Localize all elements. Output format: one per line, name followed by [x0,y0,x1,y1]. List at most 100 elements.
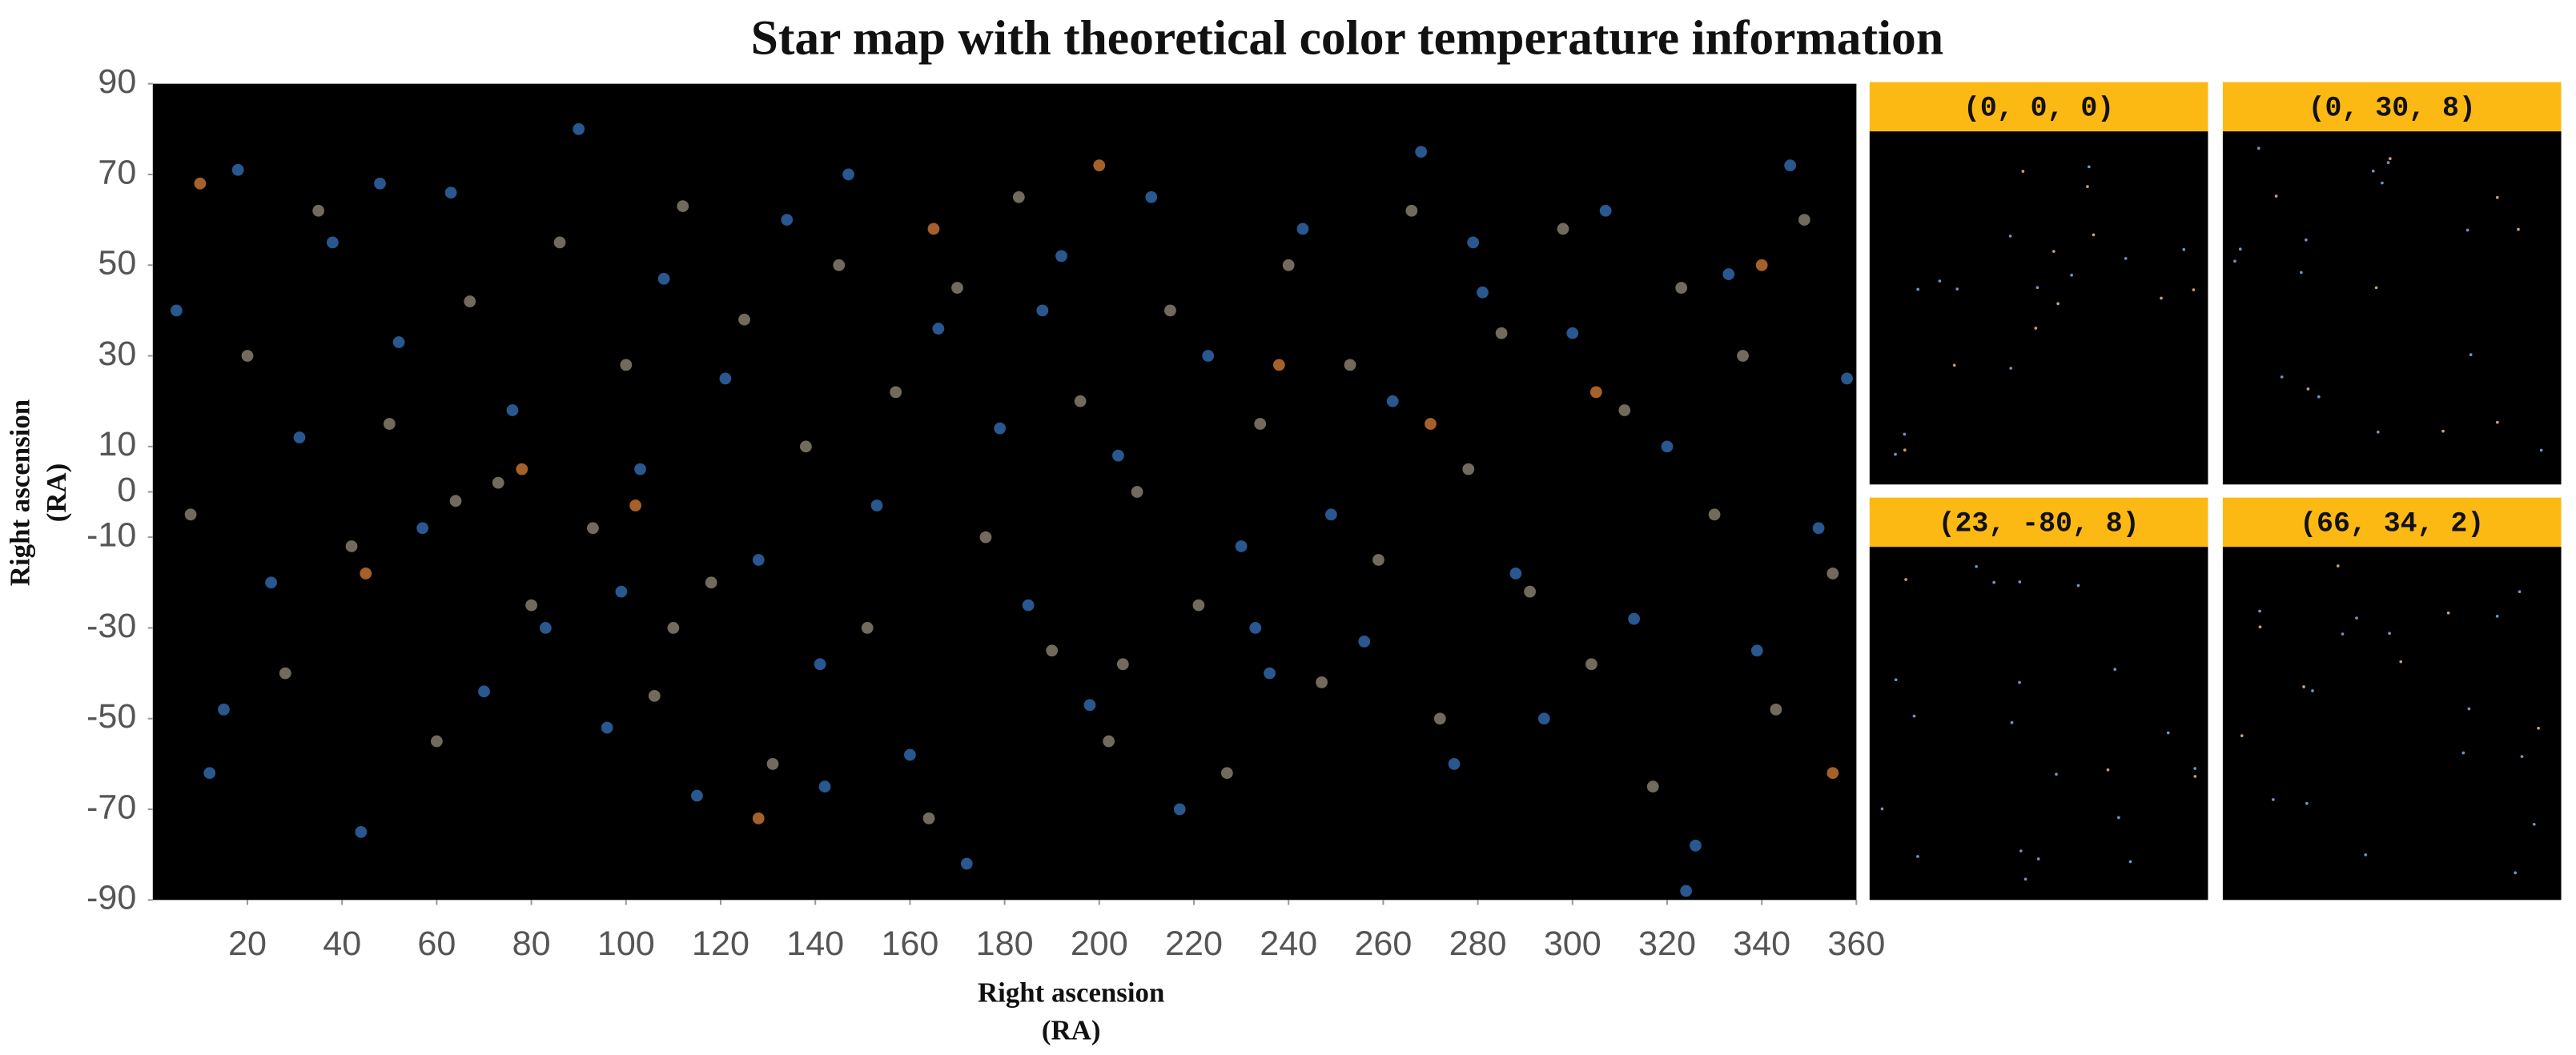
star-point [241,350,254,362]
star-point [766,757,779,770]
y-tick-label: -10 [86,516,136,555]
panel-star [2386,161,2390,164]
star-point [1282,259,1295,271]
star-point [218,704,230,716]
star-point [1566,327,1579,339]
x-tick-label: 260 [1354,925,1412,963]
star-point [1646,780,1659,793]
panel-star [2355,616,2358,620]
x-tick-label: 100 [597,925,655,963]
x-axis-label: Right ascension [978,977,1164,1008]
star-point [1599,204,1612,217]
star-point [383,418,396,430]
panel-star [2128,860,2132,864]
panel-star [2272,798,2275,801]
star-point [1557,223,1569,235]
star-point [1477,286,1489,299]
star-point [1046,644,1059,657]
star-point [1112,449,1124,462]
star-point [1083,699,1096,712]
panel-star [2117,816,2120,820]
star-point [279,667,291,680]
star-point [553,236,566,249]
y-tick-label: 30 [98,335,136,373]
panel-star [2441,429,2445,433]
panel-header [1869,497,2208,548]
panel-star [2532,822,2536,826]
y-tick-label: -70 [86,788,136,826]
y-tick-label: 70 [98,153,136,191]
x-tick-label: 220 [1165,925,1223,963]
panel-star [2465,228,2470,232]
star-point [265,576,277,589]
star-point [1103,735,1115,748]
star-point [691,789,703,802]
star-point [203,767,216,780]
x-tick-label: 80 [512,925,551,963]
star-point [1722,268,1735,280]
star-point [539,622,552,634]
star-point [1462,463,1475,475]
star-point [781,214,794,226]
panel-star [2469,353,2473,356]
star-point [1737,350,1749,362]
panel-star [2240,734,2244,737]
panel-star [1916,855,1919,858]
star-point [573,122,585,135]
star-point [1173,803,1186,816]
star-point [1055,250,1067,263]
star-point [1131,486,1143,498]
star-point [752,554,765,566]
star-point [184,508,197,521]
y-tick-label: -30 [86,607,136,645]
panel-star [2302,685,2305,688]
star-point [170,304,183,317]
star-point [719,372,732,385]
star-point [1661,440,1674,453]
panel-star [2364,853,2368,856]
star-point [1074,395,1087,407]
panel-star [1912,714,1916,718]
panel-star [2055,772,2058,776]
star-point [1433,712,1446,725]
panel-star [2160,296,2163,300]
star-point [194,177,207,190]
y-axis-label-group: Right ascension (RA) [5,399,72,586]
star-point [979,531,992,544]
panel-star [2306,387,2310,391]
panel-star [1952,363,1956,367]
panel-star [2399,660,2403,664]
panel-star [1992,580,1995,584]
star-point [648,690,661,702]
star-point [960,857,973,870]
star-point [634,463,646,475]
star-point [1589,386,1602,399]
panel-star [2166,731,2170,735]
star-point [1145,191,1158,203]
panel-star [1904,578,1907,581]
star-point [994,422,1007,435]
panel-star [2193,775,2197,778]
star-point [870,499,883,511]
star-point [620,359,633,371]
star-point [1249,622,1262,634]
x-tick-label: 120 [692,925,749,963]
panel-star [2537,726,2540,730]
star-point [506,404,519,416]
star-point [1618,404,1631,416]
x-tick-label: 200 [1071,925,1128,963]
x-tick-label: 360 [1827,925,1885,963]
star-point [1093,159,1106,171]
panel-star [2092,233,2096,237]
star-point [478,685,490,698]
y-tick-label: -50 [86,697,136,736]
star-point [392,336,405,348]
star-point [1495,327,1508,339]
star-point [890,386,902,399]
panel-star [2311,689,2314,692]
star-point [525,599,537,612]
star-point [326,236,339,249]
star-point [1585,658,1597,671]
star-point [1296,223,1309,235]
